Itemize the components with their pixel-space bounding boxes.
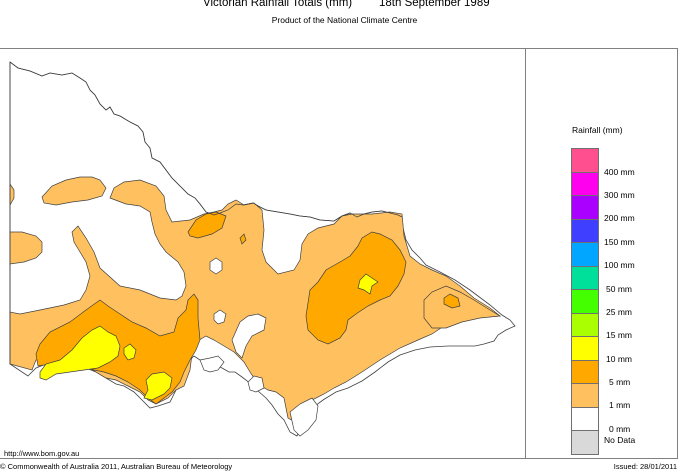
issued-date: Issued: 28/01/2011: [613, 462, 677, 471]
legend-swatch-100: [571, 265, 599, 289]
rain-0-1mm-holes: [199, 257, 319, 437]
legend-swatch-300: [571, 195, 599, 219]
map-title: Victorian Rainfall Totals (mm) 18th Sept…: [0, 0, 680, 13]
legend-swatch-400: [571, 171, 599, 195]
legend-color-bar: [571, 148, 599, 455]
map-panel: http://www.bom.gov.au: [0, 48, 526, 459]
legend-label: 0 mm: [609, 424, 631, 434]
legend-swatch-15: [571, 336, 599, 360]
title-text: Victorian Rainfall Totals (mm): [203, 0, 353, 9]
title-date: 18th September 1989: [379, 0, 490, 9]
legend-swatch-5: [571, 383, 599, 407]
legend-label: 100 mm: [604, 260, 635, 270]
murray-river-border: [9, 61, 403, 222]
legend-swatch-150: [571, 242, 599, 266]
legend-swatch-1: [571, 406, 599, 430]
legend-label: 15 mm: [606, 330, 632, 340]
legend-label: 25 mm: [606, 307, 632, 317]
subtitle: Product of the National Climate Centre: [271, 15, 418, 25]
legend-swatch-10: [571, 359, 599, 383]
legend-label: 400 mm: [604, 167, 635, 177]
legend-label: 300 mm: [604, 190, 635, 200]
victoria-rainfall-map: [9, 61, 516, 437]
legend-swatch-400plus: [571, 148, 599, 172]
legend-label: 1 mm: [609, 400, 631, 410]
legend-swatch-25: [571, 312, 599, 336]
legend-swatch-50: [571, 289, 599, 313]
rain-10-15mm: [39, 273, 379, 401]
legend-label: 200 mm: [604, 213, 635, 223]
legend-label: 150 mm: [604, 237, 635, 247]
copyright: © Commonwealth of Australia 2011, Austra…: [0, 462, 233, 471]
legend-label-no-data: No Data: [604, 435, 636, 445]
legend-swatch-200: [571, 218, 599, 242]
legend-label: 50 mm: [606, 284, 632, 294]
source-url[interactable]: http://www.bom.gov.au: [4, 449, 80, 458]
legend-label: 10 mm: [606, 354, 632, 364]
legend-label: 5 mm: [609, 377, 631, 387]
legend-swatch-no-data: [571, 430, 599, 455]
frame: [0, 48, 678, 459]
legend-title: Rainfall (mm): [572, 125, 623, 135]
